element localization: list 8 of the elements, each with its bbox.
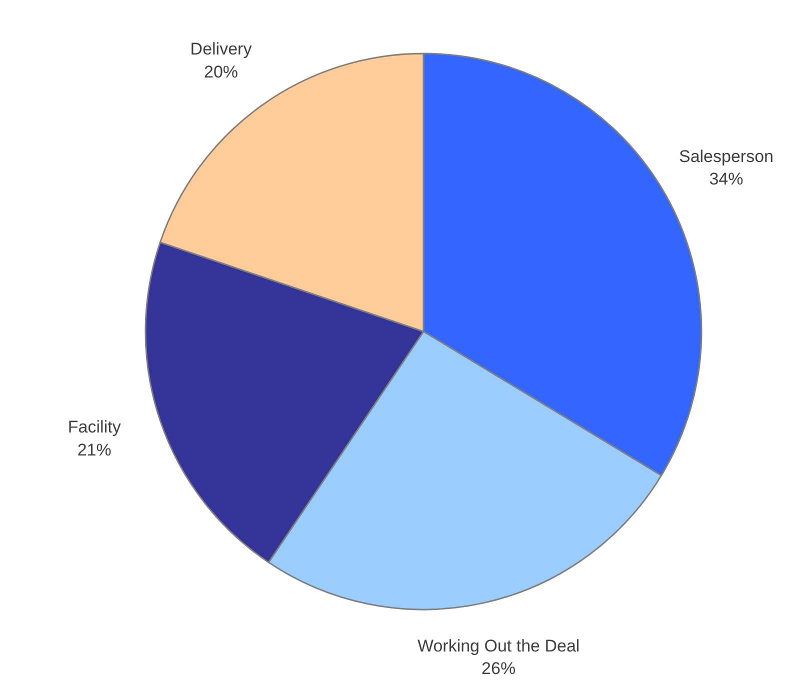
slice-label: Delivery	[190, 39, 252, 58]
data-label: 20%	[204, 62, 238, 82]
slice-label: Salesperson	[678, 146, 774, 166]
slice-label: Working Out the Deal	[417, 636, 580, 656]
data-label: 26%	[482, 659, 516, 678]
data-label: 21%	[77, 440, 112, 460]
slice-label: Facility	[68, 418, 122, 437]
data-label: 34%	[709, 170, 744, 189]
